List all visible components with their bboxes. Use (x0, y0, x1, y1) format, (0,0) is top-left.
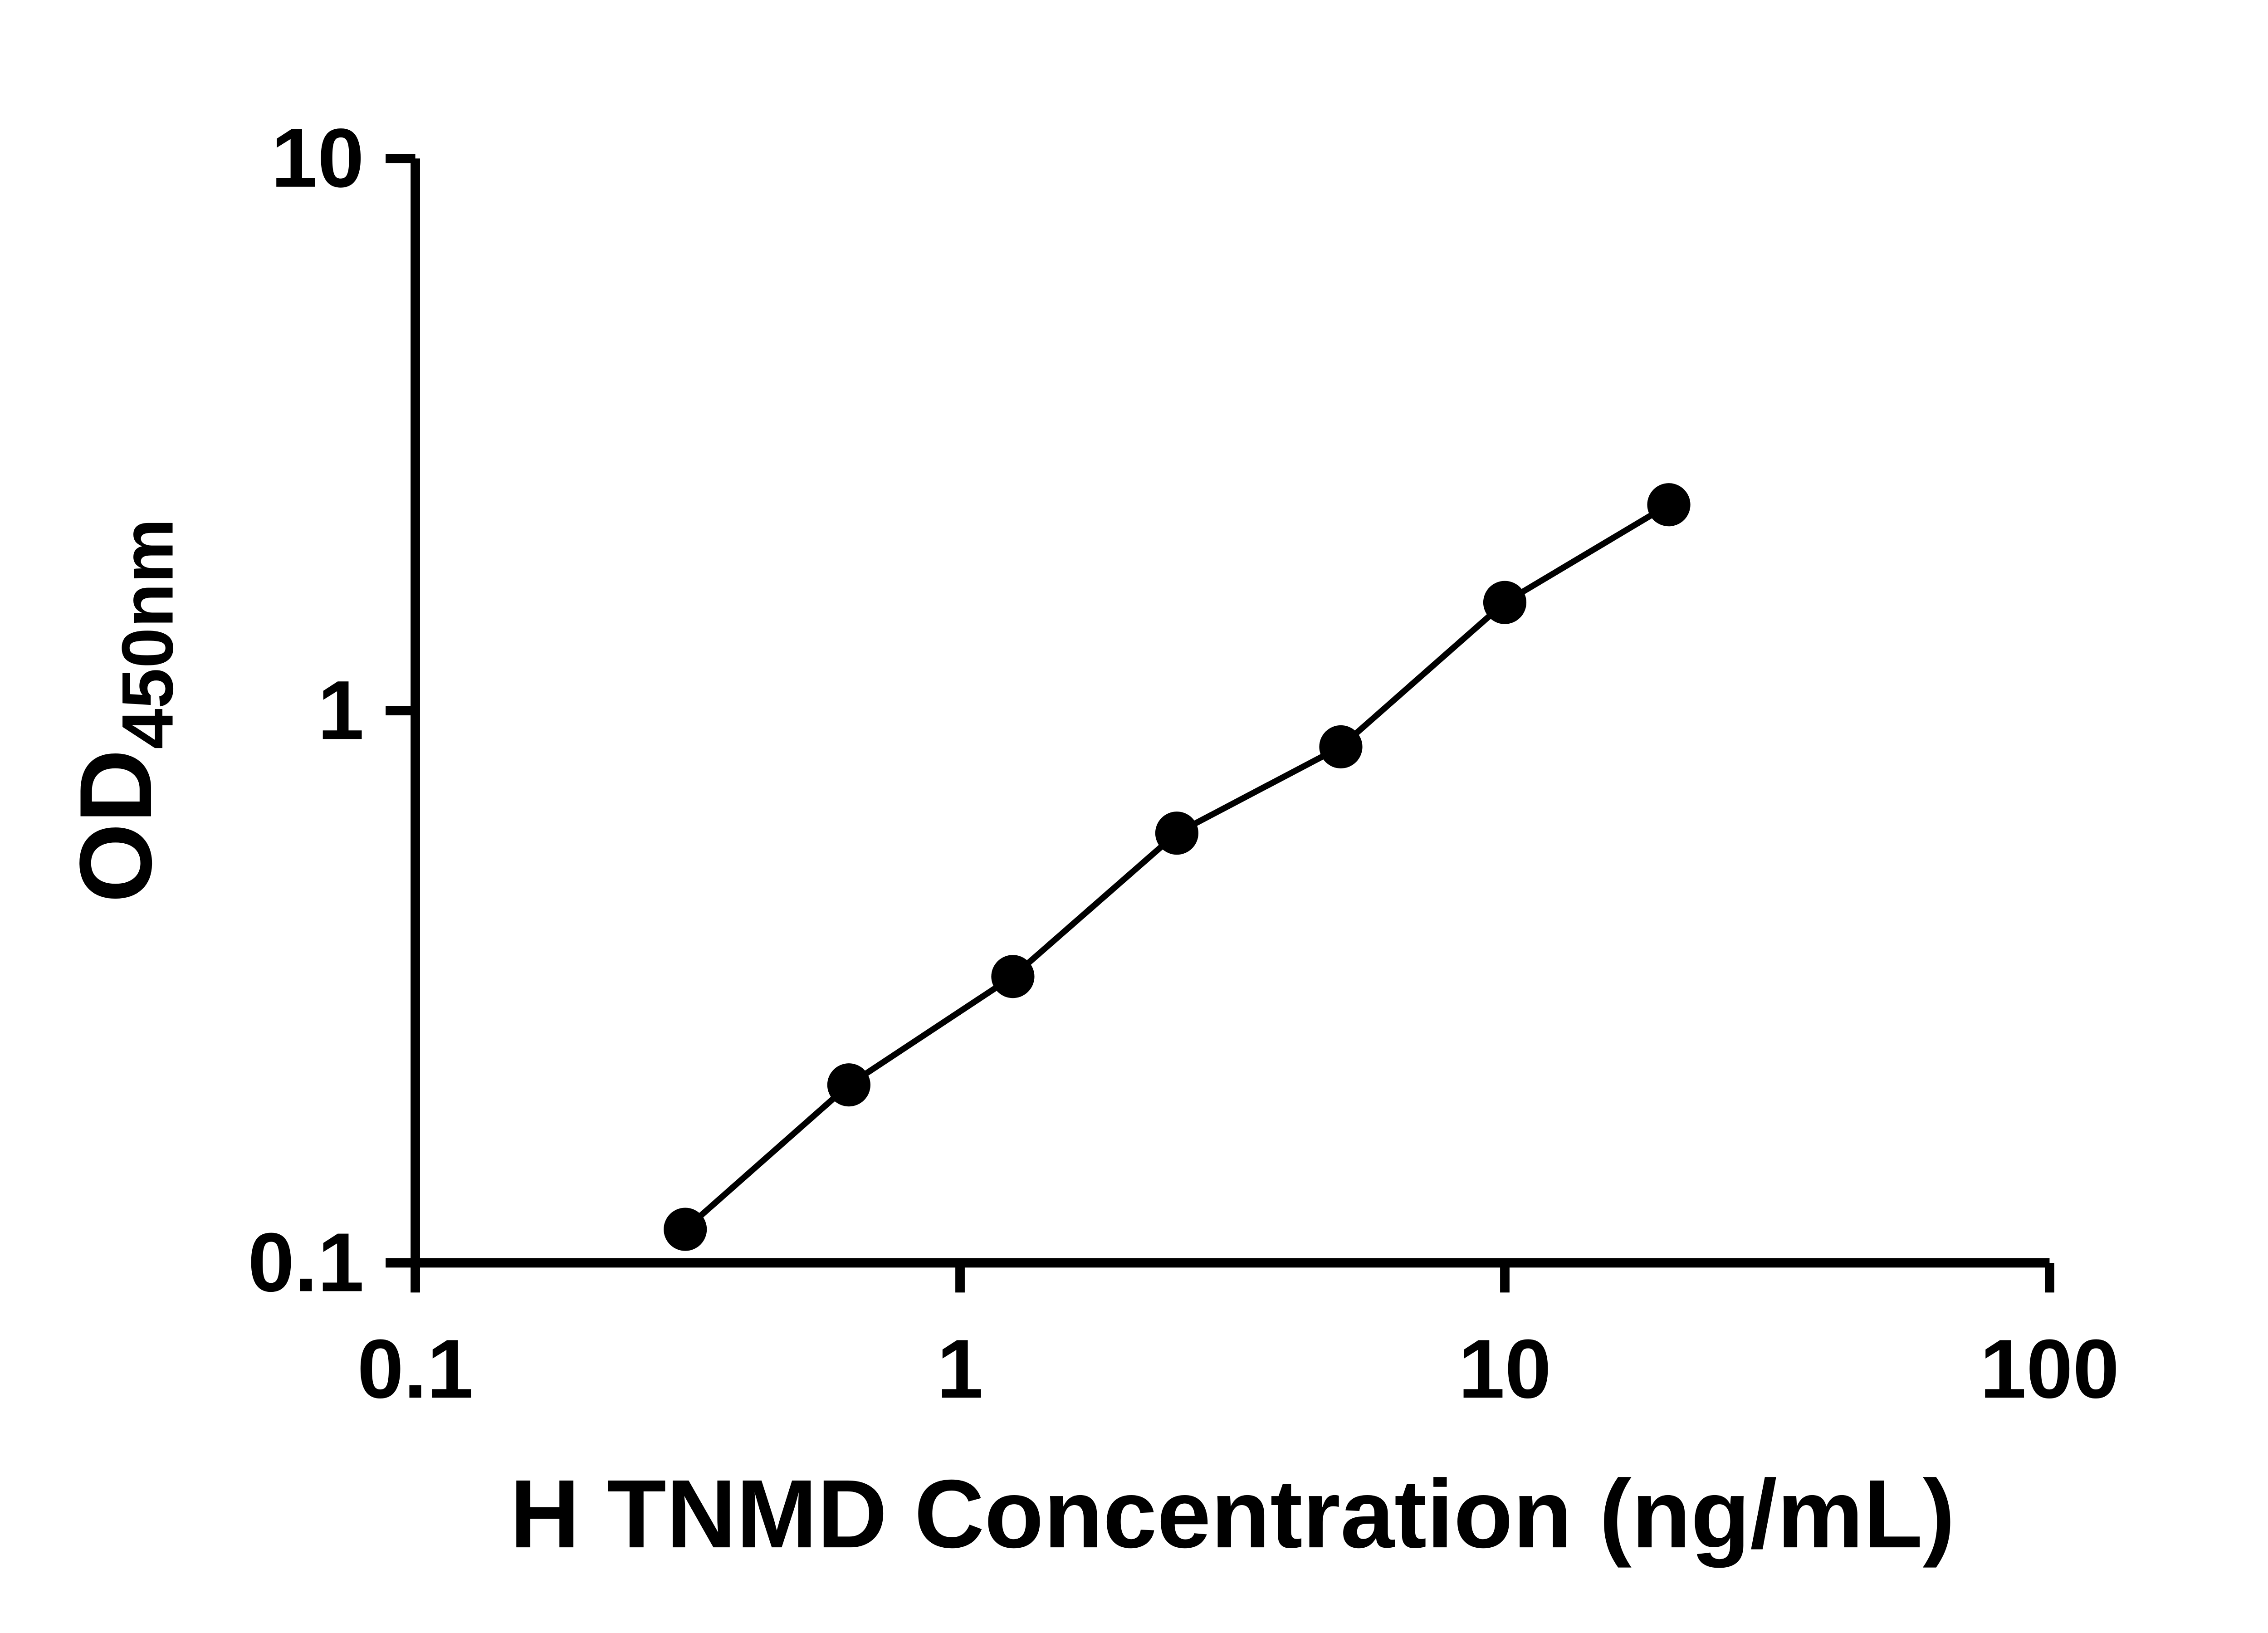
x-tick-label: 100 (1980, 1322, 2120, 1416)
data-point (664, 1208, 707, 1251)
data-series (664, 483, 1691, 1251)
x-tick-label: 1 (937, 1322, 983, 1416)
y-tick-label: 0.1 (248, 1216, 364, 1309)
x-axis-title: H TNMD Concentration (ng/mL) (510, 1460, 1955, 1568)
axis-labels: 0.1 1 10 100 0.1 1 10 H TNMD Concentration (ng/… (58, 112, 2119, 1568)
data-point (1319, 725, 1363, 768)
y-axis-title: OD450nm (58, 518, 189, 903)
data-point (827, 1063, 870, 1107)
x-tick-label: 0.1 (357, 1322, 473, 1416)
data-point (1647, 483, 1691, 527)
y-tick-label: 10 (271, 112, 364, 205)
x-tick-label: 10 (1458, 1322, 1551, 1416)
data-point (1483, 581, 1527, 624)
data-point (991, 955, 1035, 998)
data-point (1155, 812, 1198, 855)
axes (386, 153, 2054, 1293)
y-axis-title-subscript: 450nm (107, 518, 188, 749)
y-tick-label: 1 (318, 664, 364, 757)
